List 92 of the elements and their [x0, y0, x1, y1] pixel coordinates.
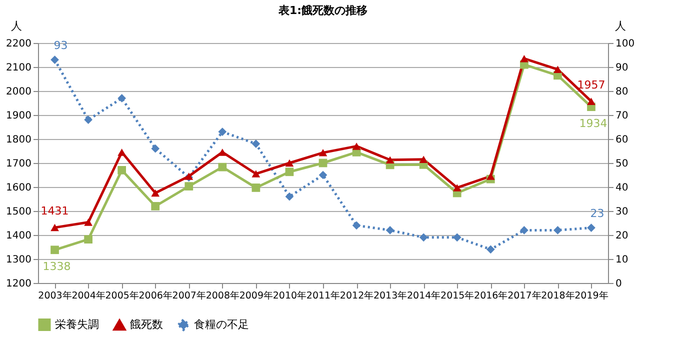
legend-label: 食糧の不足: [194, 318, 249, 331]
y-tick-label: 1800: [6, 134, 32, 146]
y2-tick-label: 60: [616, 134, 628, 146]
point: [419, 156, 428, 164]
point: [218, 148, 227, 156]
point: [587, 224, 596, 232]
point: [252, 170, 260, 178]
y2-tick-label: 90: [616, 62, 628, 74]
point: [386, 226, 394, 234]
x-tick-label: 2012年: [340, 290, 374, 302]
x-tick-label: 2019年: [574, 290, 609, 302]
legend-label: 餓死数: [130, 318, 163, 332]
y2-tick-label: 70: [616, 110, 628, 122]
x-tick-label: 2017年: [508, 290, 542, 302]
x-tick-label: 2007年: [172, 290, 206, 302]
y-tick-label: 1200: [6, 278, 32, 290]
data-label: 1934: [579, 116, 608, 130]
x-tick-label: 2008年: [206, 290, 240, 302]
x-tick-label: 2015年: [440, 290, 475, 302]
x-tick-label: 2013年: [373, 290, 408, 302]
x-tick-label: 2014年: [406, 290, 442, 302]
y2-axis-title: 人: [615, 20, 626, 32]
x-tick-label: 2006年: [138, 290, 173, 302]
y2-tick-label: 80: [616, 86, 628, 98]
point: [50, 56, 59, 64]
y-tick-label: 2200: [6, 38, 32, 50]
y2-tick-label: 50: [616, 158, 628, 170]
point: [452, 184, 462, 192]
point: [84, 235, 92, 244]
chart-title: 表1:餓死数の推移: [277, 4, 368, 17]
point: [587, 98, 596, 105]
point: [184, 182, 194, 190]
point: [218, 128, 227, 136]
point: [151, 202, 160, 210]
point: [452, 233, 462, 242]
x-tick-label: 2003年: [38, 290, 72, 302]
data-label: 1338: [42, 260, 71, 273]
x-tick-label: 2011年: [306, 290, 341, 302]
point: [50, 246, 59, 254]
x-tick-label: 2016年: [474, 290, 508, 302]
y-axis-title: 人: [11, 20, 22, 32]
point: [252, 140, 260, 148]
point: [285, 192, 294, 201]
x-tick-label: 2009年: [239, 290, 274, 302]
y2-tick-label: 40: [616, 182, 628, 194]
x-tick-label: 2005年: [105, 290, 140, 302]
point: [419, 233, 428, 242]
data-label: 93: [54, 38, 68, 52]
point: [318, 149, 328, 156]
point: [318, 170, 328, 180]
point: [520, 54, 528, 62]
point: [252, 184, 260, 192]
y-tick-label: 1700: [6, 158, 32, 170]
point: [554, 226, 562, 234]
data-label: 1957: [577, 78, 606, 92]
point: [84, 116, 92, 124]
legend-label: 栄養失調: [55, 318, 99, 331]
point: [84, 218, 92, 226]
point: [151, 144, 160, 153]
x-tick-label: 2004年: [72, 290, 106, 302]
point: [352, 221, 361, 230]
point: [118, 148, 126, 156]
x-tick-label: 2018年: [541, 290, 576, 302]
x-tick-label: 2010年: [272, 290, 308, 302]
data-label: 1431: [40, 204, 69, 218]
y-tick-label: 1900: [6, 110, 32, 122]
point: [151, 189, 160, 197]
y2-tick-label: 100: [616, 38, 635, 50]
point: [50, 224, 59, 232]
data-label: 23: [590, 206, 604, 220]
point: [118, 94, 126, 102]
point: [285, 159, 294, 167]
point: [520, 226, 528, 234]
y-tick-label: 2100: [6, 62, 32, 74]
point: [318, 158, 328, 168]
y2-tick-label: 0: [616, 278, 622, 290]
point: [218, 162, 227, 172]
point: [486, 172, 495, 180]
point: [554, 66, 562, 74]
y-tick-label: 1400: [6, 230, 32, 242]
y2-tick-label: 30: [616, 206, 628, 218]
y-tick-label: 1300: [6, 254, 32, 266]
point: [118, 166, 126, 174]
y2-tick-label: 20: [616, 230, 628, 242]
point: [386, 156, 394, 164]
point: [352, 142, 361, 150]
point: [486, 245, 495, 254]
y-tick-label: 1600: [6, 182, 32, 194]
y-tick-label: 1500: [6, 206, 32, 218]
y2-tick-label: 10: [616, 254, 628, 266]
y-tick-label: 2000: [6, 86, 32, 98]
point: [285, 168, 294, 176]
